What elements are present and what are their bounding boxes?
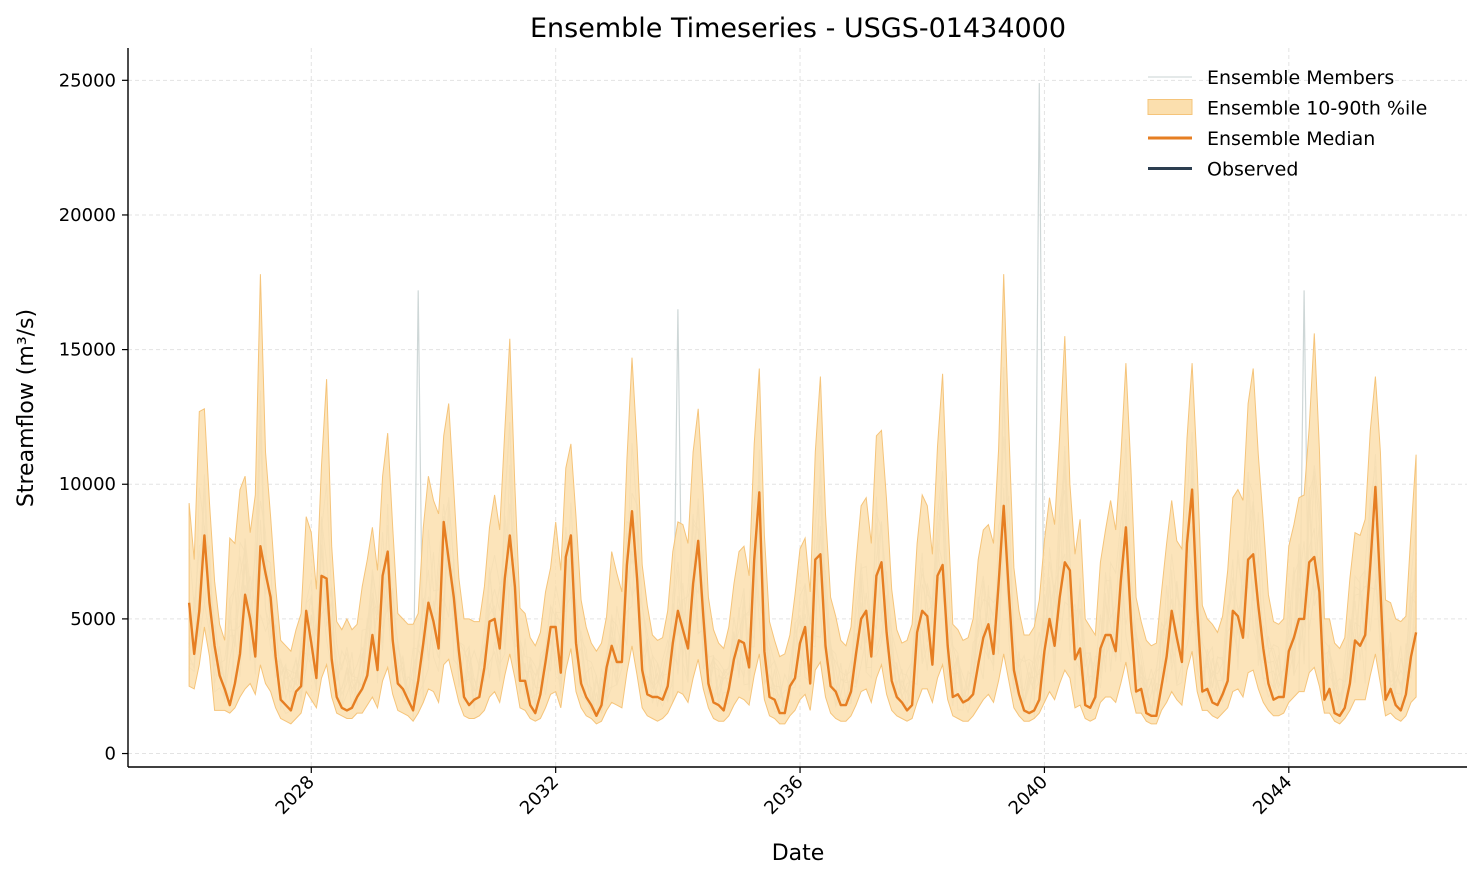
legend-item: Ensemble Members	[1148, 67, 1394, 89]
x-tick-label: 2028	[272, 772, 319, 819]
legend-label: Ensemble Median	[1207, 128, 1375, 150]
y-tick-label: 0	[105, 744, 116, 765]
legend-swatch	[1147, 99, 1193, 115]
median-line	[187, 485, 1418, 717]
legend: Ensemble Members Ensemble 10-90th %ile Ens…	[1147, 67, 1427, 181]
percentile-band	[188, 274, 1417, 725]
legend-label: Ensemble 10-90th %ile	[1207, 98, 1427, 120]
legend-item: Ensemble Median	[1148, 128, 1375, 150]
x-tick-label: 2044	[1249, 772, 1296, 819]
x-tick-label: 2032	[516, 772, 563, 819]
legend-item: Ensemble 10-90th %ile	[1147, 98, 1427, 120]
y-axis-ticks: 0 5000 10000 15000 20000 25000	[59, 70, 128, 765]
x-axis-title: Date	[772, 841, 825, 866]
y-tick-label: 15000	[59, 340, 116, 361]
y-axis-title: Streamflow (m³/s)	[14, 309, 39, 507]
y-tick-label: 20000	[59, 205, 116, 226]
legend-label: Ensemble Members	[1207, 67, 1394, 89]
x-tick-label: 2040	[1005, 772, 1052, 819]
ensemble-member-peak	[1033, 82, 1045, 719]
legend-item: Observed	[1148, 159, 1298, 181]
chart-title: Ensemble Timeseries - USGS-01434000	[530, 13, 1066, 44]
y-tick-label: 10000	[59, 474, 116, 495]
axes	[127, 48, 1467, 768]
x-tick-label: 2036	[760, 772, 807, 819]
x-axis-ticks: 2028 2032 2036 2040 2044	[272, 767, 1296, 819]
legend-label: Observed	[1207, 159, 1298, 181]
y-tick-label: 25000	[59, 70, 116, 91]
y-tick-label: 5000	[70, 609, 116, 630]
